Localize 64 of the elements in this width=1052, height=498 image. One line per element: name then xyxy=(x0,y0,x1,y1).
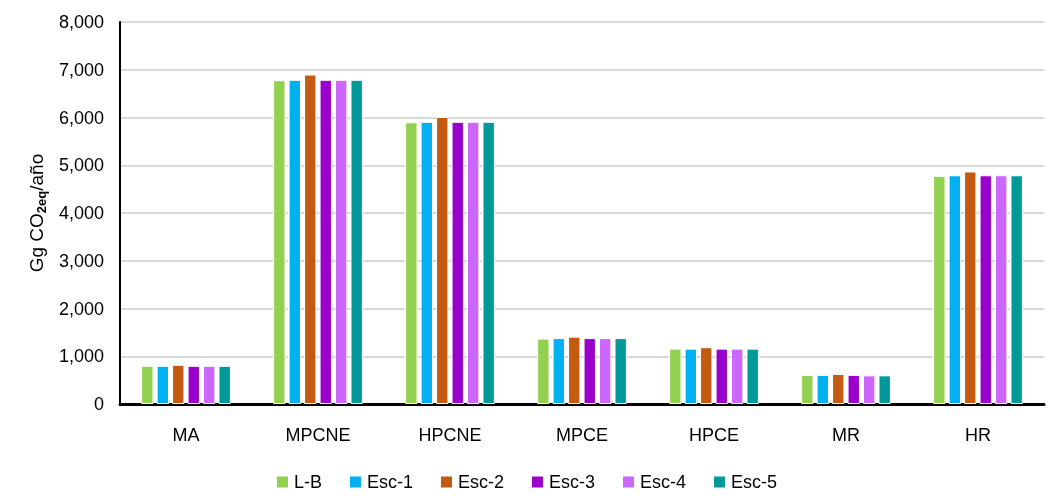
bar xyxy=(715,348,728,404)
x-tick-label: MPCE xyxy=(555,425,609,445)
x-tick-label: HPCE xyxy=(688,425,740,445)
y-tick-label: 1,000 xyxy=(58,346,104,367)
bar xyxy=(700,347,713,404)
bar xyxy=(568,336,581,404)
bar xyxy=(467,121,480,404)
bar xyxy=(684,348,697,404)
y-tick-label: 5,000 xyxy=(58,155,104,176)
y-tick-label: 7,000 xyxy=(58,59,104,80)
bar xyxy=(964,171,977,404)
bar xyxy=(878,375,891,404)
bar xyxy=(801,374,814,404)
bar xyxy=(979,175,992,404)
bar xyxy=(847,374,860,404)
bar xyxy=(599,338,612,404)
y-tick-label: 8,000 xyxy=(58,12,104,32)
bar xyxy=(731,348,744,404)
bar xyxy=(304,74,317,404)
bar xyxy=(995,175,1008,404)
bar xyxy=(156,365,169,404)
bar xyxy=(451,121,464,404)
bar xyxy=(335,79,348,404)
bar xyxy=(552,338,565,404)
y-tick-label: 0 xyxy=(93,394,104,414)
bar xyxy=(816,374,829,404)
bar xyxy=(948,175,961,404)
legend-label: Esc-1 xyxy=(366,472,413,492)
y-tick-label: 2,000 xyxy=(58,298,104,319)
bar xyxy=(832,373,845,404)
legend-label: Esc-3 xyxy=(549,472,596,492)
x-tick-label: HR xyxy=(965,425,991,445)
bar xyxy=(273,80,286,404)
bar xyxy=(746,348,759,404)
bar xyxy=(405,122,418,404)
bar xyxy=(141,365,154,404)
bar xyxy=(482,121,495,404)
bar xyxy=(187,365,200,404)
y-tick-label: 6,000 xyxy=(58,107,104,128)
bar xyxy=(436,117,449,404)
bar xyxy=(350,79,363,404)
legend-label: Esc-5 xyxy=(731,472,778,492)
bar xyxy=(288,79,301,404)
bar xyxy=(1010,175,1023,404)
bar xyxy=(863,375,876,404)
bar xyxy=(218,365,231,404)
x-tick-label: MR xyxy=(832,425,860,445)
bar xyxy=(614,338,627,404)
legend-label: Esc-4 xyxy=(640,472,687,492)
y-tick-label: 3,000 xyxy=(58,250,104,271)
x-tick-label: MPCNE xyxy=(285,425,351,445)
bar xyxy=(933,175,946,404)
bar xyxy=(583,338,596,404)
bar xyxy=(537,338,550,404)
bar xyxy=(203,365,216,404)
x-tick-label: HPCNE xyxy=(418,425,482,445)
bar xyxy=(420,121,433,404)
legend-label: L-B xyxy=(293,472,322,492)
bar xyxy=(319,79,332,404)
y-tick-label: 4,000 xyxy=(58,203,104,223)
bar xyxy=(172,364,185,404)
x-tick-label: MA xyxy=(172,425,200,445)
legend-label: Esc-2 xyxy=(457,472,504,492)
bar xyxy=(669,348,682,404)
